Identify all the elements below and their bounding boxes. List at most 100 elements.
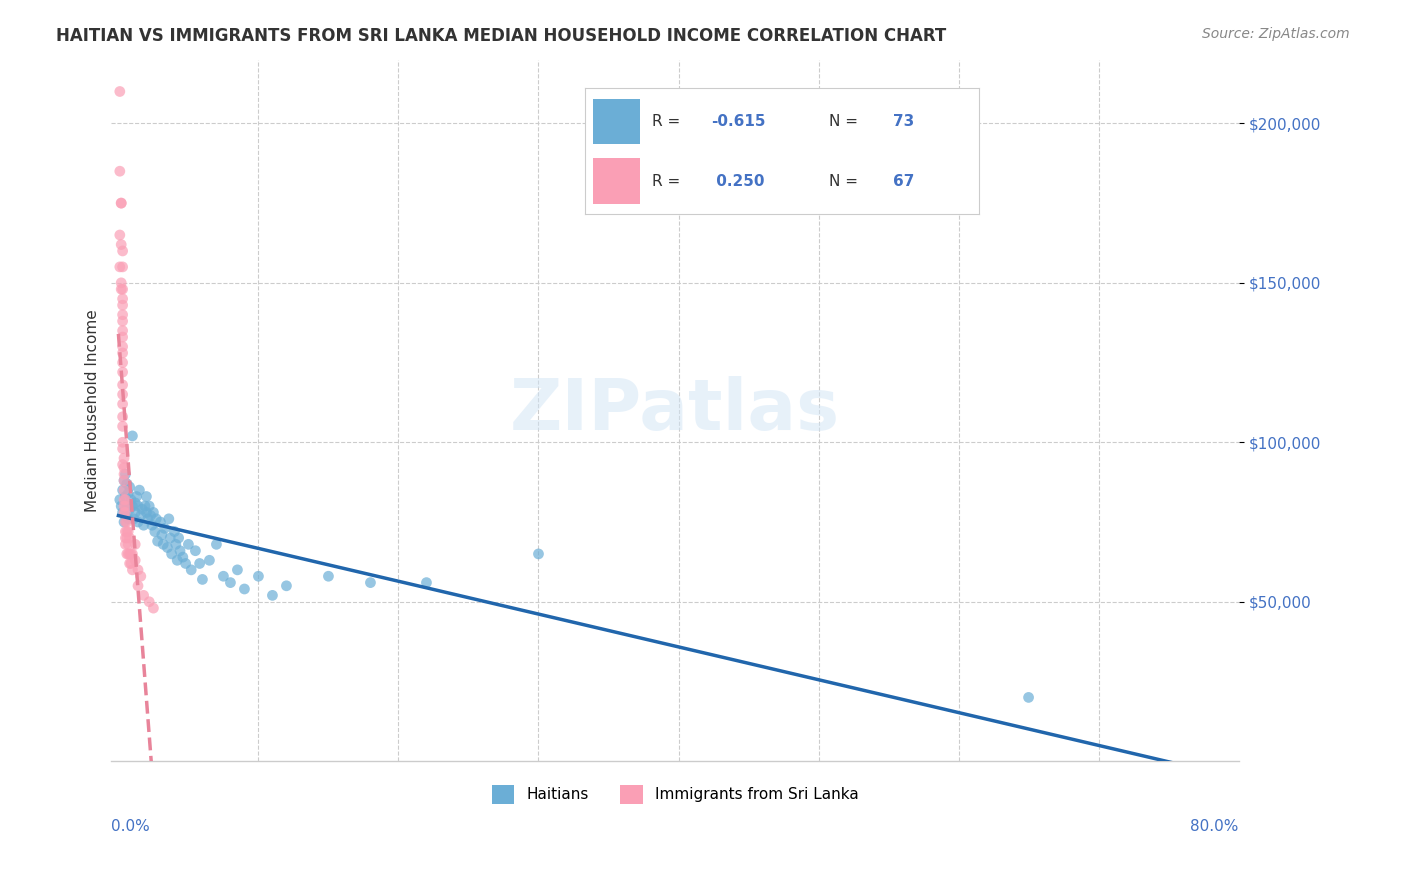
Point <box>120 547 142 561</box>
Point <box>111 298 134 312</box>
Point <box>132 588 155 602</box>
Point <box>127 563 149 577</box>
Point <box>129 508 152 523</box>
Point <box>111 330 134 344</box>
Point <box>142 505 165 519</box>
Point <box>120 492 142 507</box>
Point <box>136 512 159 526</box>
Point <box>152 537 174 551</box>
Point <box>149 515 172 529</box>
Point <box>132 518 155 533</box>
Point <box>112 467 135 482</box>
Point <box>108 85 131 99</box>
Point <box>110 276 132 290</box>
Point <box>122 512 145 526</box>
Point <box>127 499 149 513</box>
Point <box>117 512 139 526</box>
Point <box>108 492 131 507</box>
Point <box>166 553 188 567</box>
Point <box>121 499 143 513</box>
Point <box>108 164 131 178</box>
Point <box>111 314 134 328</box>
Point <box>111 442 134 456</box>
Point <box>110 196 132 211</box>
Point <box>135 505 157 519</box>
Point <box>159 531 181 545</box>
Point <box>117 486 139 500</box>
Point <box>131 502 153 516</box>
Point <box>247 569 270 583</box>
Point <box>205 537 228 551</box>
Point <box>121 547 143 561</box>
Point <box>163 524 186 539</box>
Point <box>1018 690 1040 705</box>
Point <box>117 537 139 551</box>
Point <box>115 515 138 529</box>
Point <box>120 557 142 571</box>
Point <box>111 282 134 296</box>
Text: 0.0%: 0.0% <box>111 819 150 834</box>
Point <box>118 480 141 494</box>
Point <box>115 499 138 513</box>
Point <box>115 476 138 491</box>
Point <box>184 543 207 558</box>
Point <box>114 490 136 504</box>
Point <box>114 467 136 482</box>
Point <box>114 515 136 529</box>
Point <box>219 575 242 590</box>
Point <box>180 563 202 577</box>
Point <box>146 534 169 549</box>
Point <box>118 547 141 561</box>
Point <box>262 588 284 602</box>
Point <box>115 524 138 539</box>
Point <box>139 508 162 523</box>
Point <box>111 346 134 360</box>
Point <box>127 579 149 593</box>
Point <box>111 340 134 354</box>
Point <box>111 435 134 450</box>
Point <box>117 547 139 561</box>
Point <box>110 196 132 211</box>
Point <box>527 547 550 561</box>
Point <box>318 569 340 583</box>
Point <box>135 490 157 504</box>
Point <box>111 409 134 424</box>
Point <box>118 531 141 545</box>
Point <box>112 492 135 507</box>
Point <box>157 512 180 526</box>
Point <box>167 531 190 545</box>
Point <box>114 508 136 523</box>
Point <box>141 518 163 533</box>
Y-axis label: Median Household Income: Median Household Income <box>86 309 100 512</box>
Legend: Haitians, Immigrants from Sri Lanka: Haitians, Immigrants from Sri Lanka <box>485 779 865 810</box>
Point <box>150 528 173 542</box>
Point <box>111 244 134 258</box>
Point <box>145 512 167 526</box>
Point <box>114 505 136 519</box>
Text: 80.0%: 80.0% <box>1191 819 1239 834</box>
Point <box>177 537 200 551</box>
Point <box>117 524 139 539</box>
Point <box>112 460 135 475</box>
Point <box>212 569 235 583</box>
Point <box>114 499 136 513</box>
Point <box>128 483 150 497</box>
Point <box>188 557 211 571</box>
Point <box>115 547 138 561</box>
Point <box>111 458 134 472</box>
Text: Source: ZipAtlas.com: Source: ZipAtlas.com <box>1202 27 1350 41</box>
Point <box>160 547 183 561</box>
Point <box>124 505 146 519</box>
Point <box>112 505 135 519</box>
Point <box>114 492 136 507</box>
Point <box>112 474 135 488</box>
Point <box>110 499 132 513</box>
Point <box>111 355 134 369</box>
Point <box>108 260 131 274</box>
Point <box>110 237 132 252</box>
Point <box>129 569 152 583</box>
Point <box>115 531 138 545</box>
Point <box>415 575 437 590</box>
Point <box>108 227 131 242</box>
Point <box>112 515 135 529</box>
